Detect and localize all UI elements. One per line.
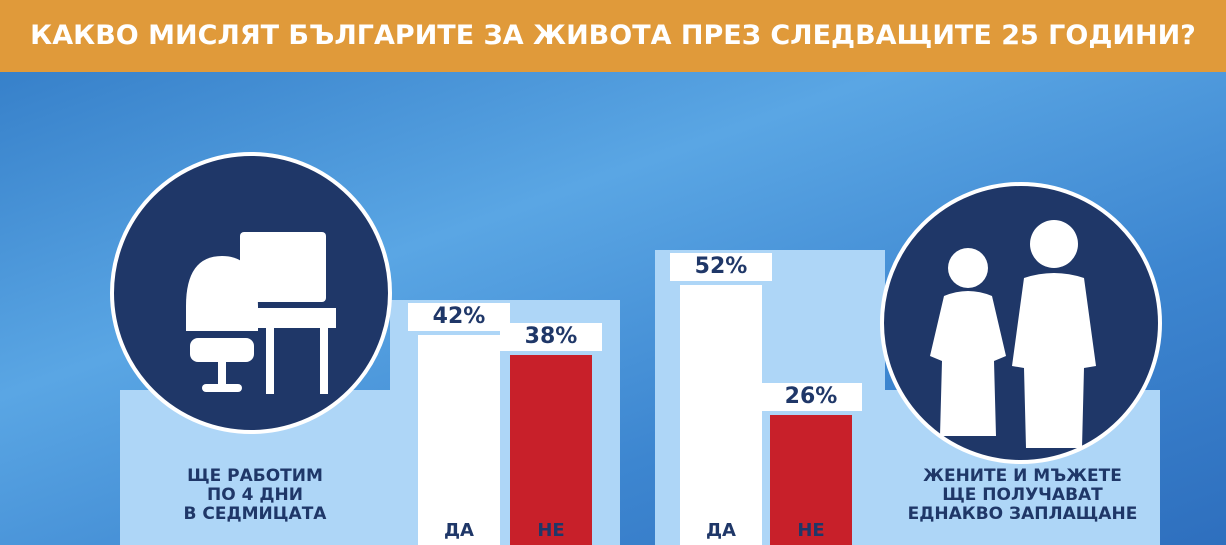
- chair-base: [202, 384, 242, 392]
- category-label: ДА: [706, 520, 736, 541]
- desk-leg: [266, 328, 274, 394]
- title-bar: [0, 0, 1226, 72]
- icon-circle: [880, 182, 1162, 464]
- chart-label: ЖЕНИТЕ И МЪЖЕТЕ ЩЕ ПОЛУЧАВАТ ЕДНАКВО ЗАП…: [907, 466, 1138, 524]
- category-label: ДА: [444, 520, 474, 541]
- chair-back: [186, 256, 258, 331]
- man-body: [1012, 273, 1096, 448]
- woman-head: [948, 248, 988, 288]
- chair-post: [218, 362, 226, 386]
- bar: [510, 355, 592, 545]
- value-label: 42%: [408, 303, 510, 331]
- desk-leg: [320, 328, 328, 394]
- bar: [418, 335, 500, 545]
- value-label: 26%: [760, 383, 862, 411]
- office-icon: [186, 232, 336, 394]
- chart-label: ЩЕ РАБОТИМ ПО 4 ДНИ В СЕДМИЦАТА: [183, 466, 327, 524]
- page-title: КАКВО МИСЛЯТ БЪЛГАРИТЕ ЗА ЖИВОТА ПРЕЗ СЛ…: [30, 20, 1196, 51]
- monitor: [240, 232, 326, 302]
- icon-circle: [110, 152, 392, 434]
- value-label: 52%: [670, 253, 772, 281]
- category-label: НЕ: [797, 520, 825, 541]
- man-head: [1030, 220, 1078, 268]
- chair-seat: [190, 338, 254, 362]
- woman-body: [930, 291, 1006, 436]
- bar: [770, 415, 852, 545]
- bar: [680, 285, 762, 545]
- value-label: 38%: [500, 323, 602, 351]
- people-icon: [930, 220, 1096, 448]
- category-label: НЕ: [537, 520, 565, 541]
